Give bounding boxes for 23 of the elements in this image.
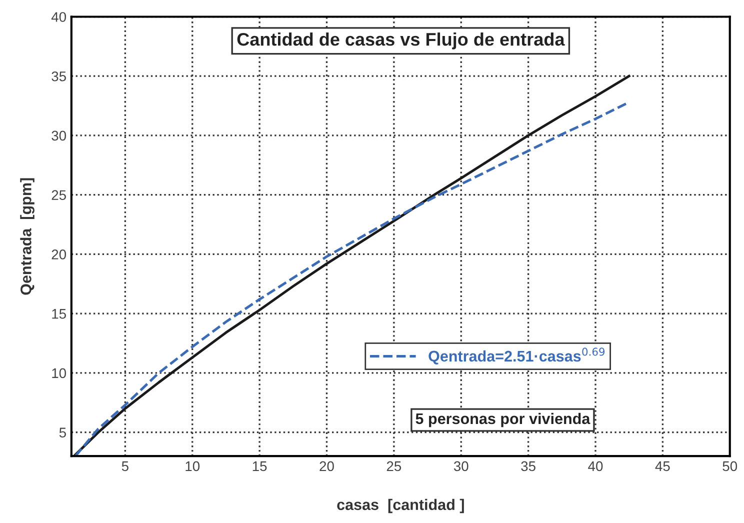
x-tick-label: 20 [320, 461, 334, 472]
x-tick-label: 35 [521, 461, 536, 472]
y-tick-label: 5 [59, 428, 66, 438]
y-tick-label: 25 [52, 190, 66, 200]
x-tick-label: 45 [655, 461, 670, 472]
annotation: 5 personas por vivienda [416, 412, 590, 428]
x-tick-label: 5 [122, 461, 128, 472]
x-tick-label: 30 [454, 461, 468, 472]
y-axis-title: Qentrada [gpm] [20, 178, 34, 295]
text: Cantidad de casas vs Flujo de entrada [237, 32, 565, 50]
x-tick-label: 25 [386, 461, 402, 472]
y-tick-label: 30 [52, 130, 66, 141]
y-tick-label: 20 [52, 250, 66, 260]
y-tick-label: 10 [52, 368, 66, 378]
x-tick-label: 15 [252, 461, 267, 472]
y-tick-label: 35 [52, 71, 66, 82]
x-tick-label: 40 [588, 461, 603, 472]
y-tick-label: 40 [51, 12, 66, 22]
y-tick-label: 15 [52, 309, 66, 319]
x-tick-label: 50 [722, 461, 738, 472]
legend-label: Qentrada=2.51·casas$^{0.69}$ [428, 348, 605, 364]
x-axis-title: casas [cantidad ] [337, 498, 464, 514]
x-tick-label: 10 [186, 461, 200, 472]
